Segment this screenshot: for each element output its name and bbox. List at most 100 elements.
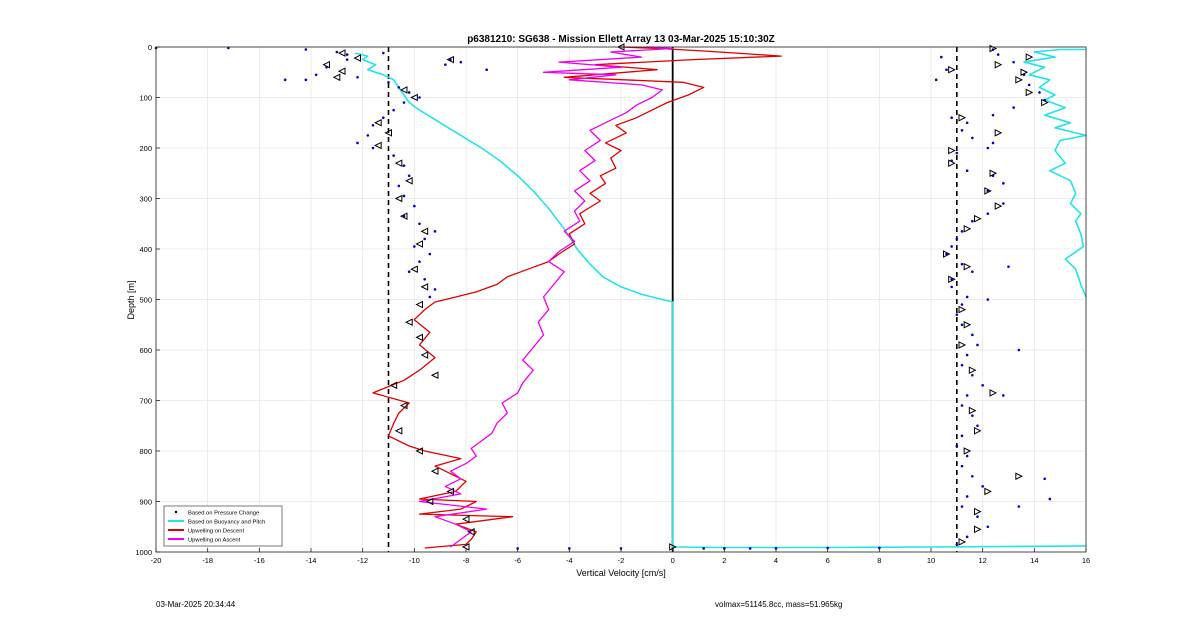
pressure-change-point [965, 454, 969, 458]
pressure-change-point [878, 546, 881, 550]
ascent-marker [989, 389, 998, 397]
pressure-change-point [971, 373, 974, 377]
descent-marker [399, 401, 408, 410]
pressure-change-point [433, 288, 437, 291]
pressure-change-point [459, 60, 463, 64]
ascent-marker [1041, 98, 1049, 107]
pressure-change-point [345, 53, 349, 56]
pressure-change-point [955, 543, 959, 546]
pressure-change-point [955, 444, 959, 448]
pressure-change-point [950, 245, 953, 248]
pressure-change-point [965, 394, 969, 397]
descent-marker [374, 118, 382, 127]
x-tick-label: -6 [514, 556, 521, 565]
pressure-change-point [960, 129, 964, 132]
descent-marker [322, 60, 330, 69]
ascent-marker [963, 224, 972, 233]
descent-marker [420, 351, 429, 359]
ascent-marker [958, 341, 967, 349]
pressure-change-point [976, 515, 979, 518]
pressure-change-point [407, 270, 411, 274]
footer-timestamp: 03-Mar-2025 20:34:44 [156, 600, 236, 609]
descent-marker [415, 240, 423, 248]
descent-marker [394, 194, 403, 203]
pressure-change-point [366, 134, 370, 137]
pressure-change-point [981, 485, 984, 488]
pressure-change-point [965, 121, 969, 125]
x-tick-label: -8 [463, 556, 470, 565]
x-tick-label: -20 [151, 556, 162, 565]
descent-marker [405, 177, 413, 185]
ascent-marker [984, 487, 992, 496]
pressure-change-point [407, 91, 411, 94]
descent-marker [461, 515, 470, 523]
ascent-marker [948, 159, 956, 167]
descent-marker [394, 159, 403, 167]
pressure-change-point [971, 136, 974, 140]
pressure-change-point [960, 230, 964, 233]
pressure-change-point [356, 141, 359, 145]
pressure-change-point [965, 169, 969, 173]
grid-lines [155, 46, 1087, 553]
pressure-change-point [986, 146, 990, 150]
descent-marker [446, 55, 454, 64]
pressure-change-point [940, 55, 943, 59]
buoyancy-pitch-line [1023, 48, 1087, 298]
pressure-change-point [1017, 505, 1021, 508]
pressure-change-point [418, 260, 421, 263]
pressure-change-point [1002, 182, 1005, 185]
y-tick-label: 200 [139, 144, 152, 153]
pressure-change-point [485, 68, 488, 72]
pressure-change-point [960, 464, 964, 468]
pressure-change-point [960, 505, 964, 508]
pressure-change-point [965, 495, 969, 498]
pressure-change-point [392, 108, 395, 112]
pressure-change-point [971, 219, 974, 223]
pressure-change-point [1017, 348, 1021, 352]
descent-marker [394, 426, 403, 435]
pressure-change-point [960, 323, 964, 327]
pressure-change-point [955, 151, 959, 155]
descent-marker [399, 86, 408, 94]
x-tick-label: -12 [357, 556, 368, 565]
y-tick-label: 800 [139, 447, 152, 456]
y-tick-label: 900 [139, 498, 152, 507]
x-tick-label: -14 [306, 556, 317, 565]
legend-label: Upwelling on Descent [188, 529, 244, 535]
pressure-change-point [1012, 60, 1015, 64]
pressure-change-point [934, 78, 938, 82]
pressure-change-point [965, 535, 969, 539]
pressure-change-point [413, 245, 416, 248]
pressure-change-point [955, 237, 959, 241]
descent-marker [410, 93, 418, 102]
legend-label: Upwelling on Ascent [188, 538, 241, 544]
x-tick-label: 4 [774, 556, 778, 565]
y-tick-label: 700 [139, 397, 152, 406]
ascent-marker [974, 426, 982, 435]
ascent-marker [1025, 88, 1034, 97]
pressure-change-point [976, 424, 979, 428]
points-layer [154, 46, 1052, 550]
x-tick-label: 6 [826, 556, 830, 565]
buoyancy-pitch-line [354, 52, 1087, 549]
pressure-change-point [413, 204, 416, 208]
x-tick-label: -18 [202, 556, 213, 565]
pressure-change-point [428, 252, 432, 256]
pressure-change-point [444, 63, 447, 66]
descent-marker [399, 212, 408, 220]
pressure-change-point [965, 295, 969, 299]
pressure-change-point [418, 222, 421, 226]
descent-marker [389, 381, 398, 390]
pressure-change-point [960, 404, 964, 407]
pressure-change-point [702, 547, 705, 550]
descent-marker [446, 487, 454, 496]
pressure-change-point [1012, 106, 1015, 109]
pressure-change-point [283, 78, 287, 82]
pressure-change-point [950, 285, 953, 289]
pressure-change-point [371, 123, 375, 127]
ascent-marker [974, 507, 982, 516]
pressure-change-point [1038, 91, 1041, 94]
x-axis-label: Vertical Velocity [cm/s] [576, 568, 666, 578]
pressure-change-point [428, 295, 432, 299]
descent-marker [384, 129, 392, 137]
